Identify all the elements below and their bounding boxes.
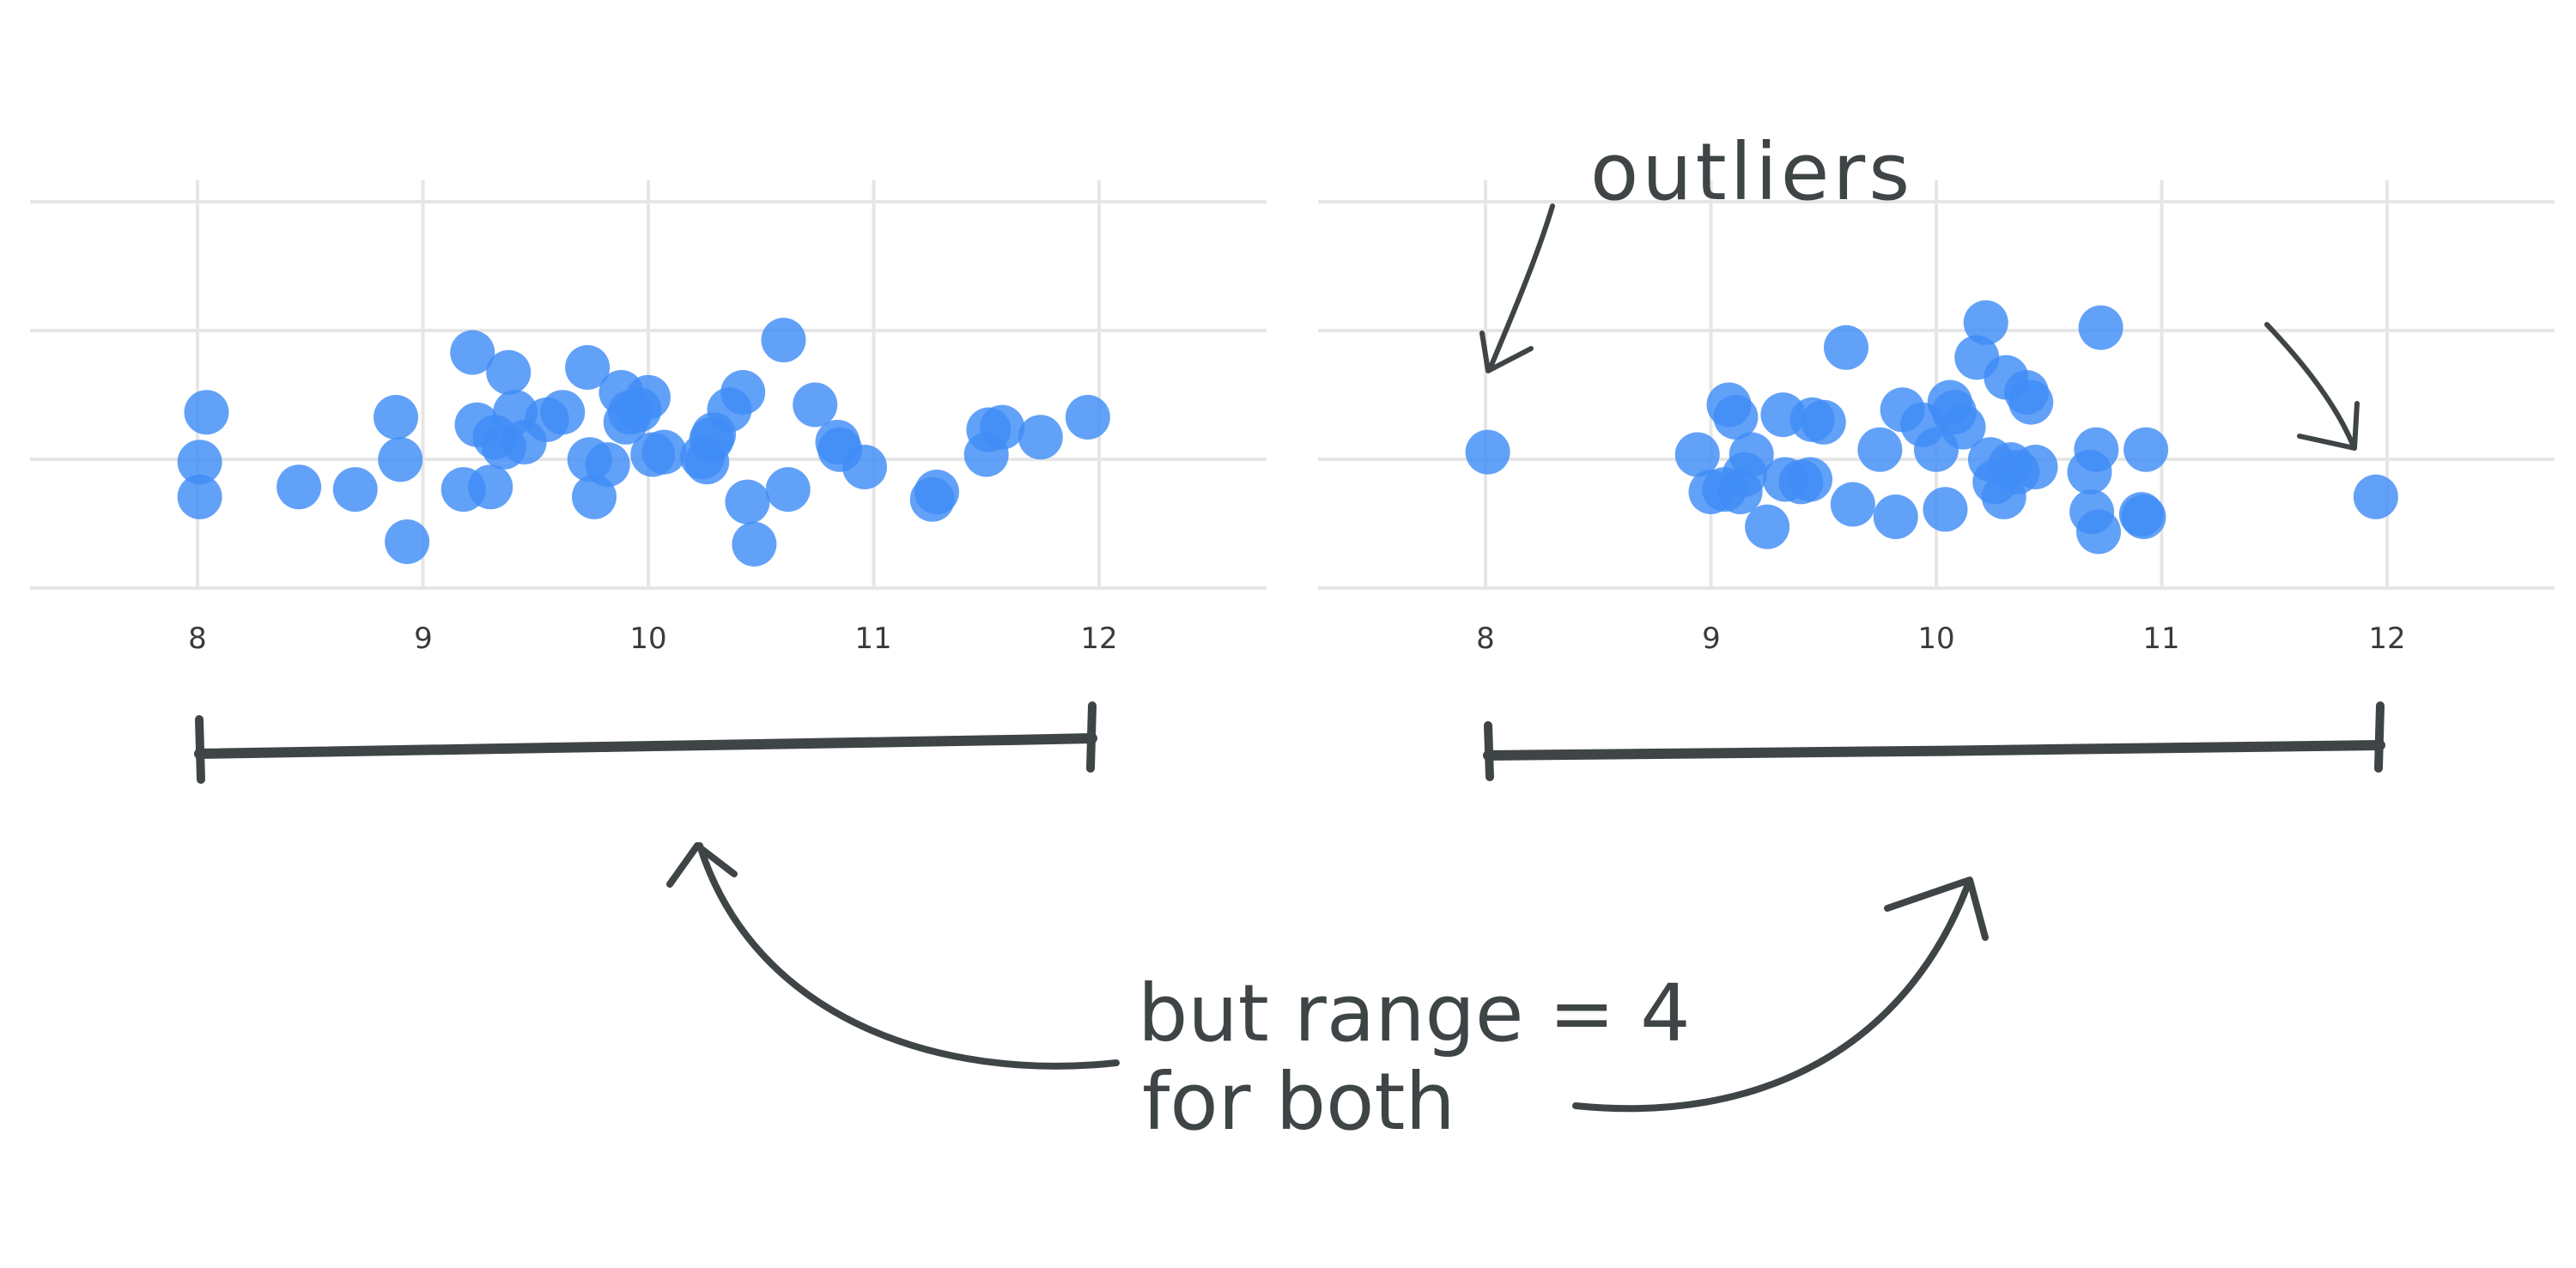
left-tick-label: 12 — [1080, 622, 1117, 656]
left-data-point — [565, 345, 611, 390]
right-tick-label: 9 — [1702, 622, 1721, 656]
left-tick-label: 9 — [414, 622, 433, 656]
right-points — [1465, 300, 2398, 555]
left-data-point — [468, 464, 513, 510]
right-data-point — [1465, 429, 1510, 475]
right-data-point — [2076, 509, 2121, 555]
left-data-point — [720, 370, 766, 415]
left-tick-label: 8 — [188, 622, 207, 656]
right-tick-label: 8 — [1476, 622, 1495, 656]
outlier-arrow-left — [1479, 203, 1555, 373]
right-data-point — [1873, 494, 1918, 539]
right-range-bracket — [1483, 701, 2385, 781]
right-data-point — [1713, 395, 1759, 440]
right-data-point — [1674, 432, 1720, 477]
curved-arrow-right — [1572, 877, 1989, 1113]
outliers-label: outliers — [1590, 126, 1913, 218]
left-tick-label: 10 — [629, 622, 666, 656]
left-data-point — [540, 390, 586, 435]
right-data-point — [1824, 325, 1868, 370]
left-data-point — [793, 382, 838, 428]
right-data-point — [2074, 427, 2119, 472]
left-data-point — [177, 440, 222, 485]
outlier-arrow-right — [2264, 322, 2360, 451]
left-data-point — [626, 374, 671, 420]
right-data-point — [1801, 399, 1846, 445]
range-note-line-1: but range = 4 — [1138, 968, 1691, 1059]
left-data-point — [980, 404, 1025, 450]
left-range-bracket — [194, 701, 1097, 784]
right-tick-label: 12 — [2368, 622, 2405, 656]
right-data-point — [1728, 432, 1774, 477]
right-data-point — [1788, 457, 1832, 502]
left-data-point — [450, 330, 495, 375]
left-data-point — [914, 470, 959, 514]
right-data-point — [2013, 445, 2058, 489]
left-data-point — [842, 445, 887, 489]
right-data-point — [1830, 482, 1875, 527]
left-tick-label: 11 — [854, 622, 891, 656]
left-data-point — [332, 467, 378, 513]
range-note-line-2: for both — [1142, 1056, 1455, 1148]
left-x-tick-labels: 8 9 10 11 12 — [188, 622, 1117, 656]
right-data-point — [1963, 300, 2008, 345]
left-data-point — [1065, 395, 1110, 440]
right-tick-label: 10 — [1917, 622, 1954, 656]
left-data-point — [585, 442, 630, 488]
right-data-point — [2123, 427, 2169, 472]
left-data-point — [725, 479, 770, 525]
left-data-point — [184, 390, 229, 435]
left-data-point — [276, 464, 322, 510]
right-data-point — [2121, 494, 2166, 539]
left-data-point — [385, 519, 430, 564]
right-data-point — [2078, 305, 2123, 350]
right-scatter-panel: 8 9 10 11 12 — [1318, 180, 2555, 781]
left-scatter-panel: 8 9 10 11 12 — [30, 180, 1267, 784]
curved-arrow-left — [666, 842, 1120, 1070]
left-data-point — [765, 467, 811, 513]
left-data-point — [177, 474, 222, 519]
left-data-point — [378, 437, 423, 482]
right-data-point — [1857, 427, 1903, 472]
left-data-point — [641, 429, 687, 475]
right-data-point — [1923, 487, 1968, 532]
right-data-point — [1745, 504, 1790, 549]
right-data-point — [1941, 404, 1986, 450]
left-data-point — [761, 318, 806, 363]
left-data-point — [486, 349, 532, 395]
left-points — [177, 318, 1110, 567]
left-data-point — [1018, 415, 1063, 460]
right-data-point — [2008, 379, 2054, 425]
right-tick-label: 11 — [2142, 622, 2179, 656]
left-data-point — [374, 395, 418, 440]
left-data-point — [732, 521, 777, 567]
right-x-tick-labels: 8 9 10 11 12 — [1476, 622, 2405, 656]
right-data-point — [2353, 474, 2398, 519]
